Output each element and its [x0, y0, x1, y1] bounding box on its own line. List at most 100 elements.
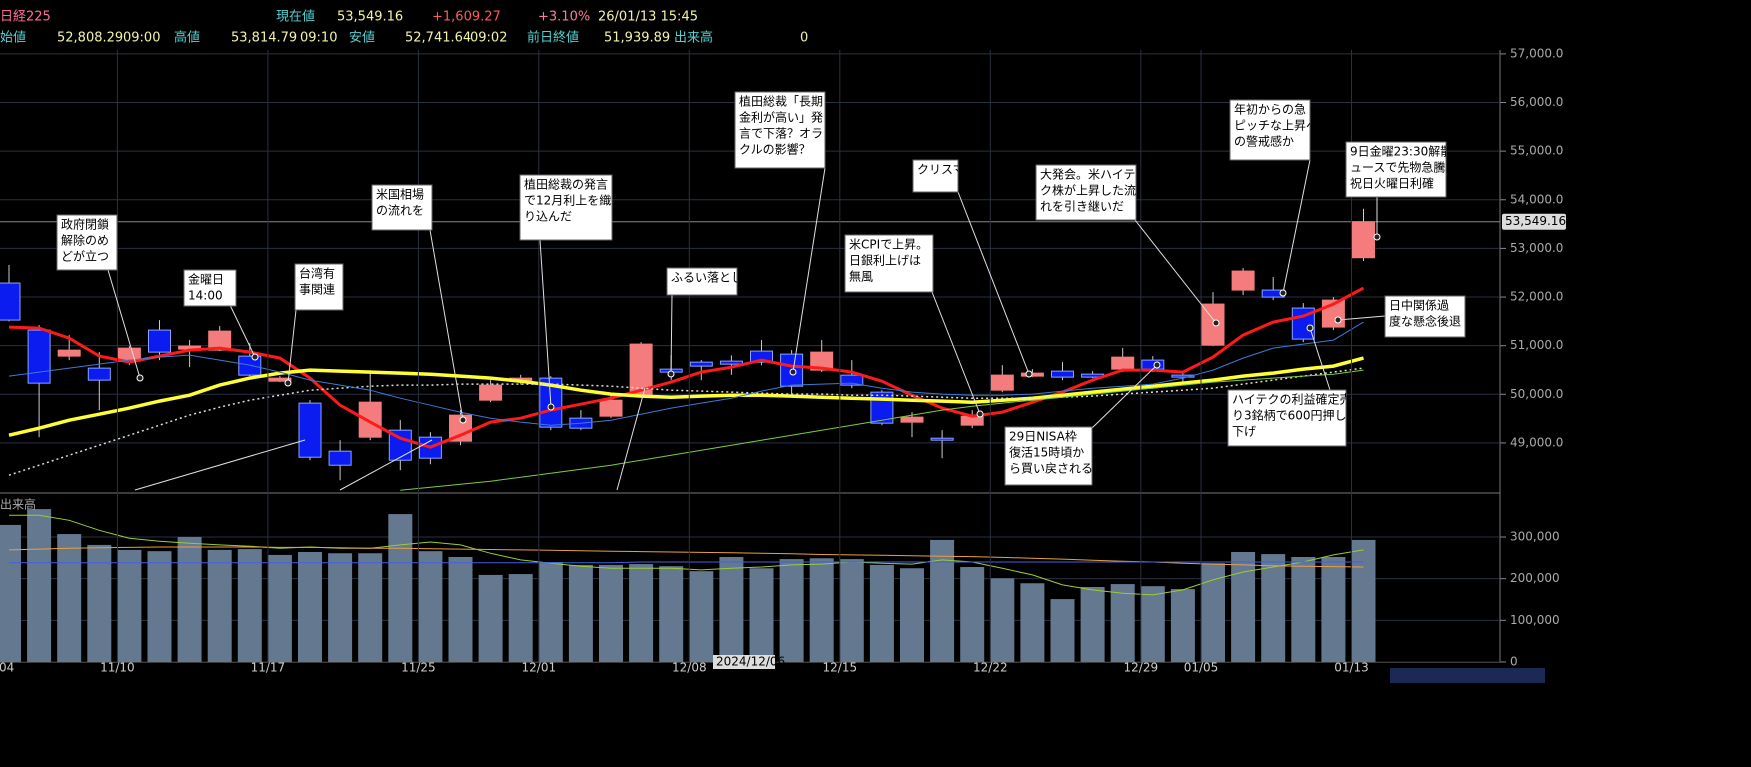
- annotation-box: [1229, 99, 1311, 161]
- anchor-point: [1153, 361, 1161, 369]
- y-tick-label: 56,000.0: [1510, 95, 1563, 109]
- cursor-box: [713, 655, 775, 669]
- moving-average-line: [9, 514, 1364, 596]
- moving-average-line: [8, 356, 1364, 437]
- value: 09:10: [300, 31, 337, 46]
- volume-bar: [1110, 584, 1135, 662]
- volume-bar: [809, 558, 834, 662]
- annotation-box: [844, 234, 934, 293]
- label: 出来高: [674, 30, 713, 46]
- y-tick-label: 57,000.0: [1510, 46, 1563, 60]
- volume-bar: [749, 568, 774, 662]
- candle-body: [388, 429, 412, 461]
- volume-bar: [1020, 583, 1045, 662]
- candle-body: [1231, 270, 1255, 291]
- y-tick-label: 49,000.0: [1510, 435, 1563, 449]
- leader-line: [429, 229, 464, 421]
- leader-line: [229, 304, 256, 358]
- volume-bar: [599, 564, 623, 662]
- anchor-point: [976, 410, 984, 418]
- annotation-text: 植田総裁の発言: [524, 177, 608, 192]
- candle-body: [750, 350, 773, 363]
- volume-bar: [57, 534, 82, 662]
- value: 53,549.16: [337, 10, 403, 25]
- value: 52,741.64: [405, 31, 471, 46]
- volume-bar: [87, 544, 112, 662]
- annotation-text: 金曜日: [188, 272, 224, 287]
- candle-body: [810, 351, 834, 371]
- leader-line: [1309, 327, 1331, 391]
- leader-line: [957, 191, 1030, 375]
- header: 日経225 現在値 53,549.16 +1,609.27 +3.10% 26/…: [0, 9, 808, 46]
- label: 始値: [0, 30, 26, 46]
- x-tick-label: 11/17: [251, 661, 286, 675]
- annotation-text: の警戒感か: [1234, 134, 1294, 149]
- candle-body: [930, 437, 954, 441]
- volume-bar: [839, 559, 864, 662]
- volume-bar: [990, 578, 1015, 662]
- leader-line: [287, 309, 297, 384]
- annotation-box: [912, 159, 959, 193]
- leader-line: [1282, 159, 1311, 294]
- annotation-text: ク株が上昇した流: [1040, 183, 1136, 198]
- annotation-text: 事関連: [299, 283, 335, 297]
- x-tick-label: 12/15: [823, 661, 858, 675]
- candle-body: [599, 399, 623, 417]
- volume-bar: [629, 564, 654, 662]
- anchor-point: [1334, 316, 1342, 324]
- y-tick-label: 200,000: [1510, 571, 1560, 585]
- volume-bar: [538, 562, 563, 662]
- volume-bar: [960, 567, 985, 662]
- candle-body: [840, 374, 864, 386]
- y-tick-label: 300,000: [1510, 530, 1560, 544]
- volume-bar: [177, 537, 202, 662]
- annotation-text: 下げ: [1232, 425, 1256, 439]
- candle-body: [298, 402, 322, 458]
- candle-body: [57, 349, 81, 357]
- x-tick-label: 11/10: [100, 661, 135, 675]
- volume-bar: [237, 549, 262, 662]
- annotation-text: ハイテクの利益確定売: [1232, 392, 1352, 407]
- annotation-text: り3銘柄で600円押し: [1232, 408, 1347, 423]
- volume-bar: [568, 564, 593, 662]
- x-tick-label: 11/25: [401, 661, 436, 675]
- anchor-point: [284, 379, 292, 387]
- annotation-text: で12月利上を織: [524, 194, 611, 208]
- annotation-box: [1384, 295, 1466, 338]
- candle-body: [0, 282, 21, 321]
- annotation: 金曜日 14:00: [188, 272, 224, 303]
- leader-line: [134, 439, 306, 491]
- volume-bar: [358, 553, 383, 662]
- scroll-strip[interactable]: [1390, 668, 1545, 683]
- anchor-point: [1373, 233, 1381, 241]
- annotation-text: 政府閉鎖: [61, 217, 109, 232]
- volume-panel: [0, 509, 1500, 662]
- volume-bar: [1321, 557, 1346, 662]
- volume-bar: [117, 549, 142, 662]
- cursor-label: 2024/12/06: [716, 655, 785, 669]
- value: 09:00: [123, 31, 160, 46]
- volume-bar: [478, 574, 503, 662]
- annotation-text: ュースで先物急騰。月曜: [1350, 160, 1481, 175]
- annotation-text: 植田総裁「長期: [739, 94, 823, 109]
- annotation-text: 解除のめ: [61, 233, 109, 248]
- leader-line: [107, 269, 141, 379]
- candle-body: [87, 367, 111, 381]
- annotation-box: [1345, 141, 1447, 198]
- annotation-text: ら買い戻される: [1009, 462, 1093, 476]
- x-tick-label: 12/08: [672, 661, 707, 675]
- volume-bar: [388, 514, 413, 662]
- volume-bar: [0, 524, 21, 662]
- candle-body: [208, 330, 232, 351]
- annotation-text: どが立つ: [61, 249, 109, 264]
- leader-line: [792, 167, 826, 373]
